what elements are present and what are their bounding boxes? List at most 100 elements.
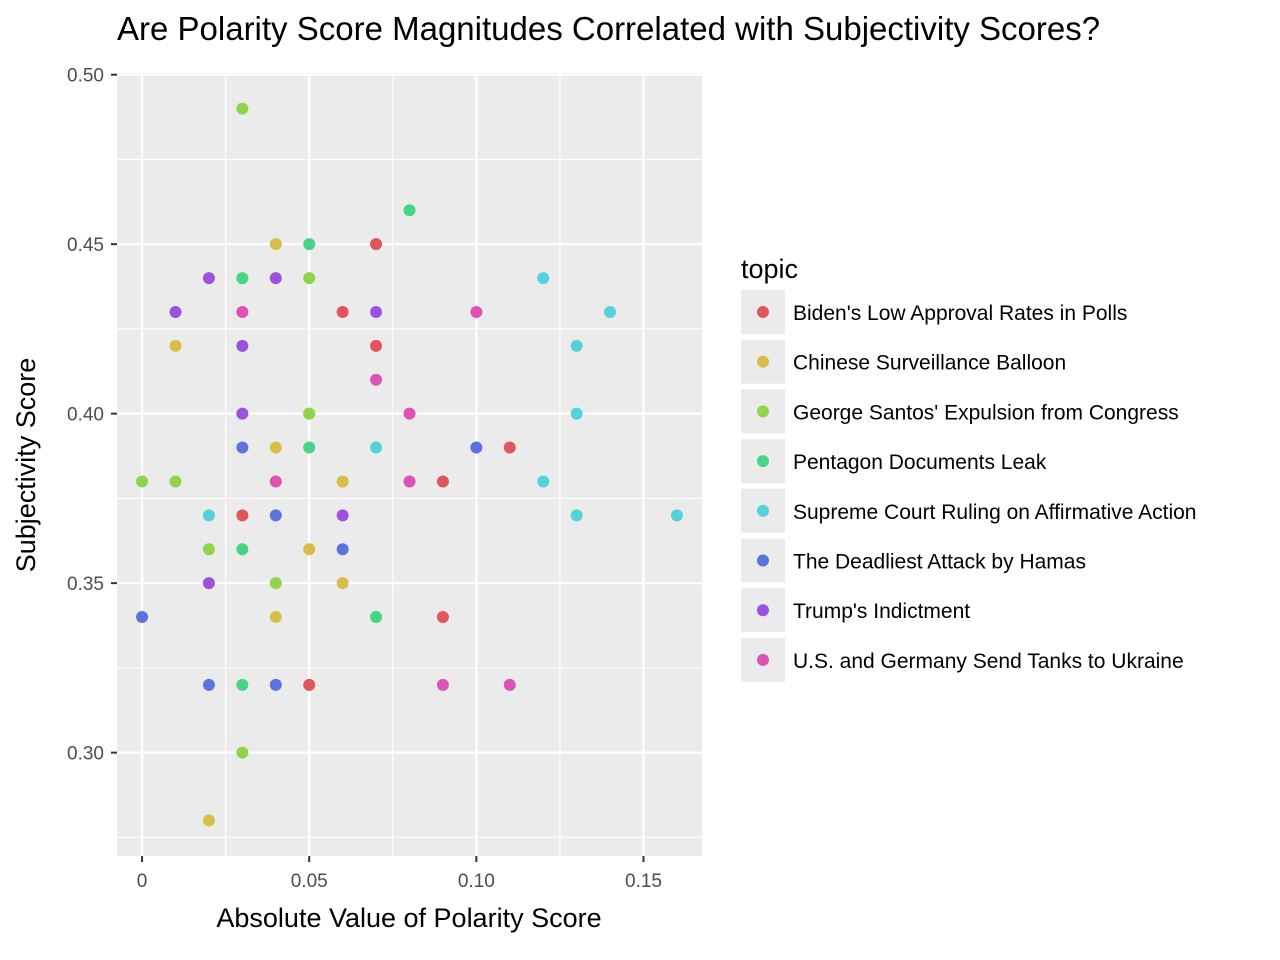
x-tick-label: 0 (137, 871, 148, 892)
data-point (336, 475, 349, 488)
data-point (370, 441, 383, 454)
data-point (169, 475, 182, 488)
x-tick-label: 0.15 (625, 871, 662, 892)
data-point (269, 272, 282, 285)
legend: Biden's Low Approval Rates in Polls Chine… (741, 290, 1196, 682)
y-axis-title: Subjectivity Score (11, 358, 41, 573)
data-point (303, 238, 316, 251)
data-points (136, 102, 683, 827)
legend-key-point (757, 355, 769, 368)
data-point (236, 272, 249, 285)
data-point (503, 441, 516, 454)
data-point (236, 678, 249, 691)
data-point (470, 305, 483, 318)
data-point (303, 407, 316, 420)
data-point (303, 272, 316, 285)
data-point (370, 339, 383, 352)
data-point (503, 678, 516, 691)
x-axis-title: Absolute Value of Polarity Score (216, 903, 601, 933)
legend-key-point (757, 554, 769, 567)
data-point (236, 102, 249, 115)
data-point (136, 475, 149, 488)
data-point (236, 509, 249, 522)
data-point (269, 678, 282, 691)
data-point (336, 305, 349, 318)
data-point (336, 509, 349, 522)
legend-key-point (757, 306, 769, 318)
data-point (136, 611, 149, 624)
data-point (303, 441, 316, 454)
legend-key-point (757, 455, 769, 468)
x-tick-label: 0.05 (291, 871, 328, 892)
data-point (336, 543, 349, 556)
legend-label: Chinese Surveillance Balloon (793, 352, 1066, 375)
data-point (436, 611, 449, 624)
data-point (269, 577, 282, 590)
legend-label: Supreme Court Ruling on Affirmative Acti… (793, 501, 1196, 524)
y-axis-ticks: 0.30 0.35 0.40 0.45 0.50 (67, 66, 117, 765)
y-tick-label: 0.35 (67, 574, 104, 595)
data-point (537, 272, 550, 285)
data-point (202, 543, 215, 556)
data-point (269, 441, 282, 454)
data-point (303, 543, 316, 556)
data-point (269, 611, 282, 624)
data-point (570, 407, 583, 420)
data-point (570, 339, 583, 352)
legend-label: Pentagon Documents Leak (793, 451, 1047, 474)
data-point (303, 678, 316, 691)
data-point (403, 407, 416, 420)
data-point (269, 475, 282, 488)
x-tick-label: 0.10 (458, 871, 495, 892)
legend-label: U.S. and Germany Send Tanks to Ukraine (793, 650, 1184, 673)
data-point (403, 475, 416, 488)
data-point (370, 238, 383, 251)
data-point (236, 441, 249, 454)
data-point (403, 204, 416, 217)
legend-key-point (757, 405, 769, 418)
x-axis-ticks: 0 0.05 0.10 0.15 (137, 856, 662, 892)
data-point (236, 746, 249, 759)
minor-gridlines (117, 73, 702, 856)
data-point (202, 272, 215, 285)
data-point (269, 238, 282, 251)
legend-label: The Deadliest Attack by Hamas (793, 551, 1086, 574)
data-point (336, 577, 349, 590)
legend-key-point (757, 653, 769, 666)
data-point (236, 543, 249, 556)
data-point (370, 305, 383, 318)
data-point (670, 509, 683, 522)
data-point (370, 611, 383, 624)
data-point (436, 678, 449, 691)
data-point (202, 509, 215, 522)
data-point (570, 509, 583, 522)
y-tick-label: 0.30 (67, 744, 104, 765)
major-gridlines (117, 73, 702, 856)
legend-label: George Santos' Expulsion from Congress (793, 401, 1179, 424)
chart-title: Are Polarity Score Magnitudes Correlated… (117, 10, 1100, 47)
data-point (470, 441, 483, 454)
data-point (370, 373, 383, 386)
data-point (236, 339, 249, 352)
data-point (236, 407, 249, 420)
legend-label: Trump's Indictment (793, 600, 970, 623)
data-point (202, 577, 215, 590)
data-point (269, 509, 282, 522)
legend-label: Biden's Low Approval Rates in Polls (793, 302, 1127, 325)
data-point (169, 339, 182, 352)
data-point (436, 475, 449, 488)
data-point (202, 814, 215, 827)
y-tick-label: 0.50 (67, 66, 104, 87)
y-tick-label: 0.40 (67, 405, 104, 426)
data-point (169, 305, 182, 318)
y-tick-label: 0.45 (67, 235, 104, 256)
data-point (604, 305, 617, 318)
data-point (236, 305, 249, 318)
legend-key-point (757, 604, 769, 617)
data-point (537, 475, 550, 488)
legend-title: topic (741, 254, 798, 284)
legend-key-point (757, 504, 769, 517)
plot-panel (117, 73, 702, 856)
data-point (202, 678, 215, 691)
